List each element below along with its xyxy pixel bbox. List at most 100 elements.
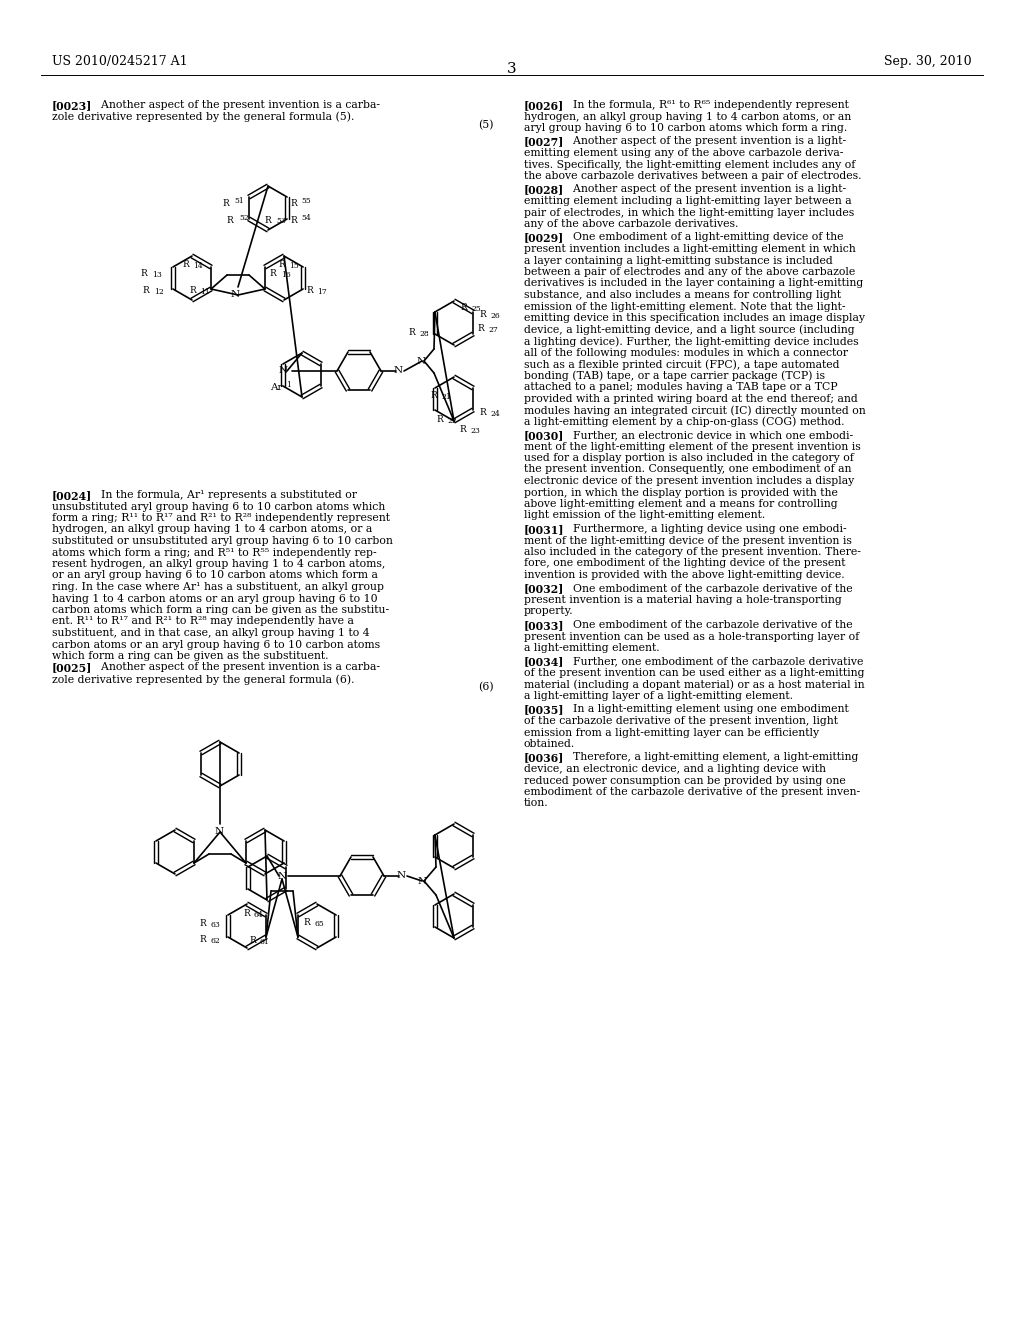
Text: [0023]: [0023] <box>52 100 92 111</box>
Text: [0032]: [0032] <box>524 583 564 594</box>
Text: In the formula, R⁶¹ to R⁶⁵ independently represent: In the formula, R⁶¹ to R⁶⁵ independently… <box>566 100 849 110</box>
Text: used for a display portion is also included in the category of: used for a display portion is also inclu… <box>524 453 854 463</box>
Text: Further, an electronic device in which one embodi-: Further, an electronic device in which o… <box>566 430 853 440</box>
Text: [0029]: [0029] <box>524 232 564 243</box>
Text: which form a ring can be given as the substituent.: which form a ring can be given as the su… <box>52 651 329 661</box>
Text: light emission of the light-emitting element.: light emission of the light-emitting ele… <box>524 511 765 520</box>
Text: a light-emitting element.: a light-emitting element. <box>524 643 659 653</box>
Text: 1: 1 <box>286 381 291 389</box>
Text: zole derivative represented by the general formula (6).: zole derivative represented by the gener… <box>52 675 354 685</box>
Text: between a pair of electrodes and any of the above carbazole: between a pair of electrodes and any of … <box>524 267 855 277</box>
Text: R: R <box>223 199 229 209</box>
Text: hydrogen, an alkyl group having 1 to 4 carbon atoms, or a: hydrogen, an alkyl group having 1 to 4 c… <box>52 524 373 535</box>
Text: invention is provided with the above light-emitting device.: invention is provided with the above lig… <box>524 570 845 579</box>
Text: embodiment of the carbazole derivative of the present inven-: embodiment of the carbazole derivative o… <box>524 787 860 797</box>
Text: R: R <box>189 286 196 294</box>
Text: [0028]: [0028] <box>524 185 564 195</box>
Text: atoms which form a ring; and R⁵¹ to R⁵⁵ independently rep-: atoms which form a ring; and R⁵¹ to R⁵⁵ … <box>52 548 377 557</box>
Text: electronic device of the present invention includes a display: electronic device of the present inventi… <box>524 477 854 486</box>
Text: pair of electrodes, in which the light-emitting layer includes: pair of electrodes, in which the light-e… <box>524 207 854 218</box>
Text: R: R <box>431 391 437 400</box>
Text: R: R <box>227 216 233 224</box>
Text: R: R <box>306 286 312 294</box>
Text: R: R <box>264 216 270 224</box>
Text: (5): (5) <box>478 120 494 129</box>
Text: Another aspect of the present invention is a carba-: Another aspect of the present invention … <box>94 100 380 110</box>
Text: 23: 23 <box>470 426 480 436</box>
Text: fore, one embodiment of the lighting device of the present: fore, one embodiment of the lighting dev… <box>524 558 846 569</box>
Text: 17: 17 <box>317 288 327 296</box>
Text: 11: 11 <box>200 288 210 296</box>
Text: 52: 52 <box>239 214 249 222</box>
Text: R: R <box>479 408 485 417</box>
Text: R: R <box>437 414 443 424</box>
Text: present invention can be used as a hole-transporting layer of: present invention can be used as a hole-… <box>524 631 859 642</box>
Text: 55: 55 <box>301 197 311 205</box>
Text: having 1 to 4 carbon atoms or an aryl group having 6 to 10: having 1 to 4 carbon atoms or an aryl gr… <box>52 594 378 603</box>
Text: emitting element using any of the above carbazole deriva-: emitting element using any of the above … <box>524 148 844 158</box>
Text: derivatives is included in the layer containing a light-emitting: derivatives is included in the layer con… <box>524 279 863 289</box>
Text: ment of the light-emitting element of the present invention is: ment of the light-emitting element of th… <box>524 441 861 451</box>
Text: Sep. 30, 2010: Sep. 30, 2010 <box>885 55 972 69</box>
Text: or an aryl group having 6 to 10 carbon atoms which form a: or an aryl group having 6 to 10 carbon a… <box>52 570 378 581</box>
Text: ring. In the case where Ar¹ has a substituent, an alkyl group: ring. In the case where Ar¹ has a substi… <box>52 582 384 591</box>
Text: material (including a dopant material) or as a host material in: material (including a dopant material) o… <box>524 680 864 690</box>
Text: 65: 65 <box>315 920 325 928</box>
Text: R: R <box>304 917 310 927</box>
Text: 12: 12 <box>154 288 164 296</box>
Text: 64: 64 <box>254 911 264 919</box>
Text: 16: 16 <box>281 271 291 279</box>
Text: a lighting device). Further, the light-emitting device includes: a lighting device). Further, the light-e… <box>524 337 859 347</box>
Text: 61: 61 <box>260 939 269 946</box>
Text: bonding (TAB) tape, or a tape carrier package (TCP) is: bonding (TAB) tape, or a tape carrier pa… <box>524 371 825 381</box>
Text: 13: 13 <box>152 271 162 279</box>
Text: [0031]: [0031] <box>524 524 564 535</box>
Text: N: N <box>279 366 288 375</box>
Text: [0027]: [0027] <box>524 136 564 148</box>
Text: R: R <box>290 216 297 224</box>
Text: Another aspect of the present invention is a light-: Another aspect of the present invention … <box>566 136 846 147</box>
Text: ment of the light-emitting device of the present invention is: ment of the light-emitting device of the… <box>524 536 852 545</box>
Text: R: R <box>477 323 483 333</box>
Text: N: N <box>417 356 426 366</box>
Text: present invention includes a light-emitting element in which: present invention includes a light-emitt… <box>524 244 856 253</box>
Text: 54: 54 <box>301 214 311 222</box>
Text: Another aspect of the present invention is a light-: Another aspect of the present invention … <box>566 185 846 194</box>
Text: the present invention. Consequently, one embodiment of an: the present invention. Consequently, one… <box>524 465 852 474</box>
Text: R: R <box>479 310 485 319</box>
Text: resent hydrogen, an alkyl group having 1 to 4 carbon atoms,: resent hydrogen, an alkyl group having 1… <box>52 558 385 569</box>
Text: R: R <box>141 269 147 279</box>
Text: R: R <box>200 935 207 944</box>
Text: also included in the category of the present invention. There-: also included in the category of the pre… <box>524 546 861 557</box>
Text: Therefore, a light-emitting element, a light-emitting: Therefore, a light-emitting element, a l… <box>566 752 858 763</box>
Text: provided with a printed wiring board at the end thereof; and: provided with a printed wiring board at … <box>524 393 858 404</box>
Text: 21: 21 <box>442 393 452 401</box>
Text: One embodiment of the carbazole derivative of the: One embodiment of the carbazole derivati… <box>566 583 853 594</box>
Text: carbon atoms or an aryl group having 6 to 10 carbon atoms: carbon atoms or an aryl group having 6 t… <box>52 639 380 649</box>
Text: N: N <box>418 876 427 886</box>
Text: R: R <box>460 304 467 312</box>
Text: Furthermore, a lighting device using one embodi-: Furthermore, a lighting device using one… <box>566 524 847 535</box>
Text: such as a flexible printed circuit (FPC), a tape automated: such as a flexible printed circuit (FPC)… <box>524 359 840 370</box>
Text: [0030]: [0030] <box>524 430 564 441</box>
Text: Further, one embodiment of the carbazole derivative: Further, one embodiment of the carbazole… <box>566 656 863 667</box>
Text: obtained.: obtained. <box>524 739 575 748</box>
Text: R: R <box>270 269 276 279</box>
Text: R: R <box>200 919 207 928</box>
Text: Another aspect of the present invention is a carba-: Another aspect of the present invention … <box>94 663 380 672</box>
Text: [0036]: [0036] <box>524 752 564 763</box>
Text: Ar: Ar <box>270 383 283 392</box>
Text: 15: 15 <box>289 261 299 271</box>
Text: R: R <box>409 327 416 337</box>
Text: present invention is a material having a hole-transporting: present invention is a material having a… <box>524 595 842 605</box>
Text: R: R <box>249 936 256 945</box>
Text: R: R <box>243 909 250 917</box>
Text: 27: 27 <box>488 326 498 334</box>
Text: 24: 24 <box>490 411 500 418</box>
Text: modules having an integrated circuit (IC) directly mounted on: modules having an integrated circuit (IC… <box>524 405 865 416</box>
Text: 63: 63 <box>211 921 221 929</box>
Text: reduced power consumption can be provided by using one: reduced power consumption can be provide… <box>524 776 846 785</box>
Text: device, an electronic device, and a lighting device with: device, an electronic device, and a ligh… <box>524 764 826 774</box>
Text: [0026]: [0026] <box>524 100 564 111</box>
Text: 26: 26 <box>490 312 500 319</box>
